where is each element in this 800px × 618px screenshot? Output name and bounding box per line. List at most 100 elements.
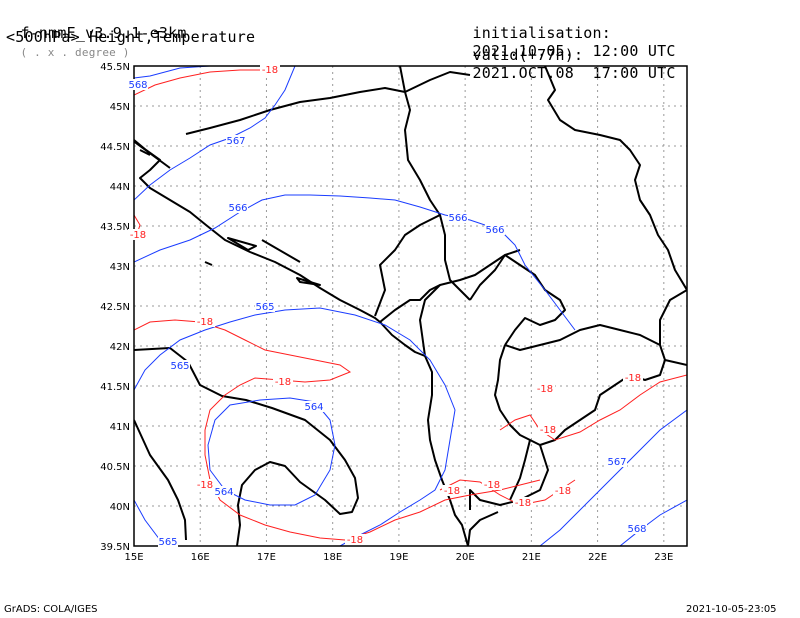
height-contour-label: 565 <box>170 361 189 372</box>
lat-tick-label: 40.5N <box>100 462 130 473</box>
contour-label-bg <box>535 383 555 394</box>
contour-label-bg <box>228 202 248 213</box>
lat-tick-label: 44.5N <box>100 142 130 153</box>
lon-tick-label: 21E <box>522 552 541 563</box>
graticule <box>134 66 687 546</box>
contour-label-bg <box>442 485 462 496</box>
contour-label-bg <box>128 229 148 240</box>
init-time: initialisation: 2021.10.05. 12:00 UTC <box>454 6 676 60</box>
lon-tick-label: 23E <box>654 552 673 563</box>
lat-tick-label: 45N <box>110 102 130 113</box>
border-serbia-n <box>399 66 687 291</box>
temperature-labels: -18 -18 -18 -18 -18 -18 -18 -18 -18 -18 -18 -18 -18 <box>128 64 643 546</box>
temp-contour-42n <box>134 319 541 541</box>
border-greece-n <box>509 359 687 501</box>
temperature-contour-label: -18 <box>540 425 556 436</box>
temperature-contour-label: -18 <box>515 498 531 509</box>
lat-tick-label: 45.5N <box>100 62 130 73</box>
coastlines-borders <box>134 66 687 546</box>
height-contour-label: 568 <box>128 80 147 91</box>
temperature-contour-label: -18 <box>347 535 363 546</box>
lon-tick-label: 15E <box>124 552 143 563</box>
height-contour-label: 565 <box>255 302 274 313</box>
temperature-contour-label: -18 <box>262 65 278 76</box>
valid-label: valid(+77h): <box>472 46 584 64</box>
height-contours <box>134 66 687 546</box>
lon-tick-label: 16E <box>191 552 210 563</box>
border-kosovo <box>469 254 566 346</box>
height-contour-label: 565 <box>158 537 177 548</box>
height-contour-564 <box>207 397 336 506</box>
height-contour-label: 566 <box>228 203 247 214</box>
height-contour-label: 564 <box>304 402 323 413</box>
border-macedonia <box>504 324 666 446</box>
contour-label-bg <box>627 523 647 534</box>
lon-tick-label: 18E <box>323 552 342 563</box>
italy-calabria <box>134 419 187 541</box>
contour-label-bg <box>158 536 178 547</box>
contour-label-bg <box>513 497 533 508</box>
temperature-contour-label: -18 <box>275 377 291 388</box>
lat-tick-label: 44N <box>110 182 130 193</box>
lat-tick-label: 40N <box>110 502 130 513</box>
valid-value: 2021.OCT.08 17:00 UTC <box>472 64 676 82</box>
temp-contour-nw <box>134 69 260 96</box>
contour-label-bg <box>607 456 627 467</box>
contour-label-bg <box>195 479 215 490</box>
contour-label-bg <box>345 534 365 545</box>
latitude-ticks: 45.5N 45N 44.5N 44N 43.5N 43N 42.5N 42N 41.5N 41N… <box>100 62 130 553</box>
contour-label-bg <box>448 212 468 223</box>
map-frame <box>133 65 688 547</box>
contour-label-bg <box>538 424 558 435</box>
lon-tick-label: 22E <box>588 552 607 563</box>
temperature-contours <box>134 69 687 541</box>
height-contour-568-nw <box>134 66 211 79</box>
albania-coast <box>379 321 469 546</box>
height-labels: 568 567 566 566 566 565 565 564 564 565 567 568 <box>128 79 647 548</box>
border-bosnia <box>185 87 471 301</box>
contour-label-bg <box>304 401 324 412</box>
lat-tick-label: 43N <box>110 262 130 273</box>
contour-label-bg <box>170 360 190 371</box>
contour-label-bg <box>226 135 246 146</box>
temperature-contour-label: -18 <box>130 230 146 241</box>
lat-tick-label: 42N <box>110 342 130 353</box>
height-contour-label: 566 <box>448 213 467 224</box>
lat-tick-label: 41.5N <box>100 382 130 393</box>
field-title: <500hPa> Height,Temperature <box>6 28 256 46</box>
height-contour-label: 567 <box>226 136 245 147</box>
lat-tick-label: 41N <box>110 422 130 433</box>
height-contour-565 <box>134 307 456 546</box>
temperature-contour-label: -18 <box>537 384 553 395</box>
lat-tick-label: 43.5N <box>100 222 130 233</box>
init-value: 2021.10.05. 12:00 UTC <box>472 42 676 60</box>
contour-label-bg <box>482 479 502 490</box>
lat-tick-label: 42.5N <box>100 302 130 313</box>
border-albania-e <box>419 284 549 510</box>
lon-tick-label: 20E <box>456 552 475 563</box>
height-contour-567-se <box>539 409 687 546</box>
height-contour-567 <box>134 66 296 201</box>
height-contour-label: 564 <box>214 487 233 498</box>
height-contour-566 <box>134 194 576 331</box>
contour-label-bg <box>128 79 148 90</box>
temperature-contour-label: -18 <box>444 486 460 497</box>
croatia-coast <box>134 139 381 323</box>
contour-label-bg <box>255 301 275 312</box>
height-contour-label: 566 <box>485 225 504 236</box>
greece-coast <box>467 511 499 546</box>
contour-label-bg <box>553 485 573 496</box>
contour-label-bg <box>485 224 505 235</box>
temperature-contour-label: -18 <box>625 373 641 384</box>
temperature-contour-label: -18 <box>197 317 213 328</box>
temperature-contour-label: -18 <box>484 480 500 491</box>
italy-coast <box>134 347 359 546</box>
footer-timestamp: 2021-10-05-23:05 <box>686 604 777 615</box>
lon-tick-label: 19E <box>389 552 408 563</box>
contour-label-bg <box>623 372 643 383</box>
croatia-islands <box>134 140 321 286</box>
temp-contour-se <box>499 374 687 441</box>
footer-credit: GrADS: COLA/IGES <box>4 604 98 615</box>
contour-label-bg <box>195 316 215 327</box>
